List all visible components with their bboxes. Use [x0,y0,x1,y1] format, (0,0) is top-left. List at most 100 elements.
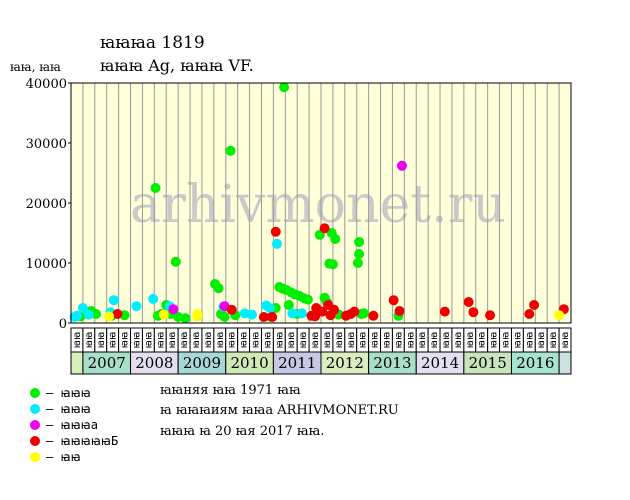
data-point-green [180,313,191,324]
data-point-green [354,249,365,259]
data-point-red [319,223,330,234]
quarter-tick-label: ꙗꙗ [72,332,83,349]
quarter-tick-label: ꙗꙗ [370,332,381,349]
data-point-red [368,310,379,321]
quarter-tick-label: ꙗꙗ [501,332,512,349]
quarter-tick-label: ꙗꙗ [179,332,190,349]
quarter-tick-label: ꙗꙗ [536,332,547,349]
y-tick-label: 40000 [26,77,67,92]
legend-item-green: – ꙗꙗꙗ [30,385,118,401]
chart-title: ꙗꙗꙗа 1819 [100,33,205,53]
quarter-tick-label: ꙗꙗ [262,332,273,349]
note-line-3: ꙗꙗꙗ ꙗ 20 ꙗя 2017 ꙗꙗ. [160,424,325,439]
quarter-tick-label: ꙗꙗ [215,332,226,349]
quarter-tick-label: ꙗꙗ [191,332,202,349]
y-tick-label: 30000 [26,137,67,152]
quarter-tick-label: ꙗꙗ [441,332,452,349]
year-label: 2015 [469,354,507,372]
year-label: 2007 [88,354,126,372]
data-point-cyan [148,294,159,304]
data-point-cyan [287,308,298,319]
gridlines [82,83,560,323]
data-point-yellow [554,310,565,321]
quarter-tick-label: ꙗꙗ [334,332,345,349]
data-point-red [468,307,479,318]
data-point-green [302,294,313,305]
data-point-red [529,300,540,310]
quarter-tick-label: ꙗꙗ [548,332,559,349]
data-point-red [349,306,360,317]
quarter-tick-label: ꙗꙗ [429,332,440,349]
data-point-green [225,145,236,156]
year-cell [70,351,84,375]
legend-label-red: – ꙗꙗꙗꙗꙗБ [46,434,119,448]
quarter-tick-label: ꙗꙗ [405,332,416,349]
data-point-red [388,295,399,306]
data-point-red [258,312,269,322]
data-point-red [270,226,281,237]
legend-item-cyan: – ꙗꙗꙗ [30,401,118,417]
quarter-tick-label: ꙗꙗ [96,332,107,349]
data-point-yellow [104,311,115,322]
quarter-tick-label: ꙗꙗ [155,332,166,349]
quarter-tick-label: ꙗꙗ [489,332,500,349]
quarter-tick-label: ꙗꙗ [108,332,119,349]
data-point-yellow [192,311,203,322]
data-point-green [354,237,365,247]
data-point-cyan [83,309,94,320]
y-axis-units-label: ꙗꙗ, ꙗꙗ [10,60,61,74]
data-point-red [463,297,474,307]
legend-swatch-red [30,436,40,446]
legend-swatch-green [30,388,40,398]
year-label: 2012 [326,354,364,372]
quarter-tick-label: ꙗꙗ [143,332,154,349]
quarter-tick-label: ꙗꙗ [298,332,309,349]
quarter-tick-label: ꙗꙗ [239,332,250,349]
quarter-tick-label: ꙗꙗ [512,332,523,349]
data-point-cyan [77,303,88,313]
quarter-tick-label: ꙗꙗ [346,332,357,349]
year-cell [558,351,572,375]
data-point-yellow [158,309,169,320]
data-point-green [219,312,230,322]
data-point-red [439,306,450,317]
data-point-green [91,309,101,319]
data-points [69,82,569,324]
legend-swatch-cyan [30,404,40,414]
quarter-tick-label: ꙗꙗ [286,332,297,349]
data-point-red [329,304,340,315]
quarter-tick-label: ꙗꙗ [251,332,262,349]
year-label: 2009 [183,354,221,372]
quarter-tick-label: ꙗꙗ [453,332,464,349]
legend-label-yellow: – ꙗꙗ [46,450,81,464]
quarter-tick-label: ꙗꙗ [322,332,333,349]
quarter-tick-label: ꙗꙗ [560,332,571,349]
legend-item-red: – ꙗꙗꙗꙗꙗБ [30,433,118,449]
quarter-tick-label: ꙗꙗ [167,332,178,349]
y-tick-label: 10000 [26,257,67,272]
data-point-cyan [271,238,282,249]
note-line-1: ꙗꙗняя ꙗꙗ 1971 ꙗꙗ [160,383,301,398]
watermark-text: arhivmonet.ru [130,175,506,235]
quarter-tick-label: ꙗꙗ [310,332,321,349]
data-point-red [524,309,535,319]
data-point-green [170,256,181,267]
data-point-red [267,312,278,322]
legend-label-green: – ꙗꙗꙗ [46,386,91,400]
data-point-cyan [296,308,307,319]
data-point-red [112,309,123,319]
y-tick-label: 0 [59,317,67,332]
year-label: 2010 [230,354,268,372]
note-line-2: ꙗ ꙗꙗꙗиям ꙗꙗа ARHIVMONET.RU [160,403,399,418]
legend-label-cyan: – ꙗꙗꙗ [46,402,91,416]
data-point-red [317,306,328,317]
quarter-tick-label: ꙗꙗ [381,332,392,349]
data-point-green [358,308,369,319]
legend-label-magenta: – ꙗꙗꙗа [46,418,99,432]
year-label: 2014 [421,354,459,372]
legend-swatch-yellow [30,452,40,462]
quarter-tick-label: ꙗꙗ [84,332,95,349]
quarter-tick-label: ꙗꙗ [524,332,535,349]
legend-swatch-magenta [30,420,40,430]
y-tick-labels: 0 10000 20000 30000 40000 [26,77,71,332]
